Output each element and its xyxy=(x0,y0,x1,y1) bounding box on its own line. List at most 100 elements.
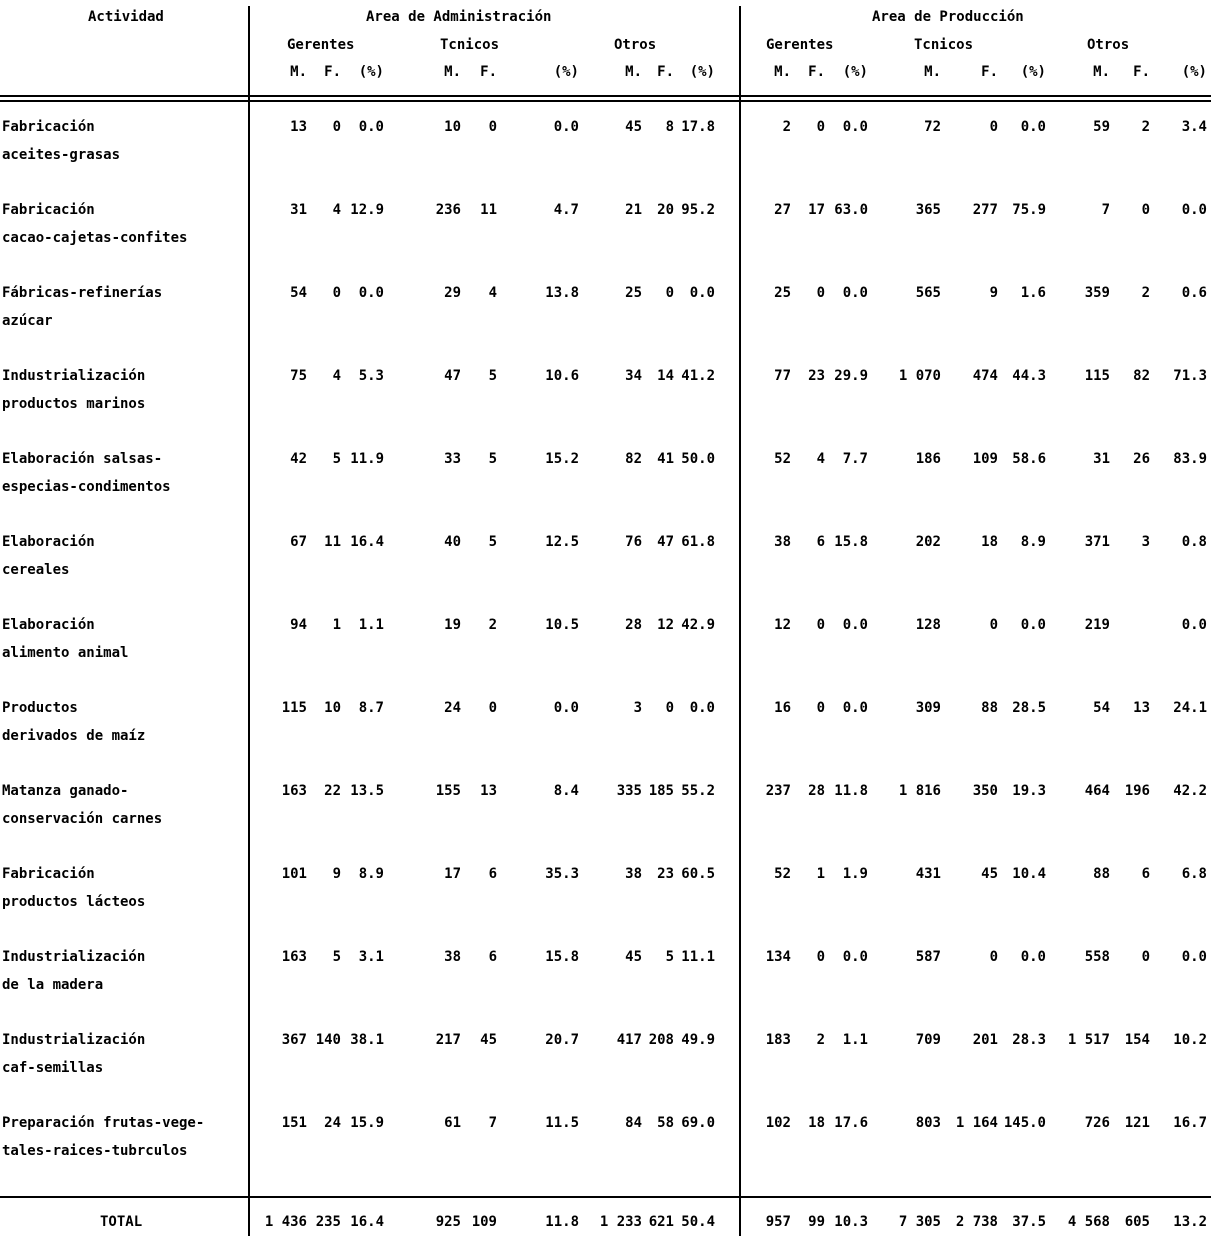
activity-name: Fabricación xyxy=(2,119,95,135)
activity-name: Preparación frutas-vege- xyxy=(2,1115,205,1131)
table-cell: 0.0 xyxy=(1181,202,1207,218)
table-row-continuation: caf-semillas xyxy=(0,1058,1211,1078)
table-row: Fábricas-refinerías 54 0 0.0 29 4 13.8 25 0 0.0 25… xyxy=(0,283,1211,303)
table-cell: 0.0 xyxy=(689,700,715,716)
table-cell: 13.5 xyxy=(350,783,384,799)
total-cell: 2 738 xyxy=(955,1214,998,1230)
table-cell: 38 xyxy=(625,866,642,882)
table-row-continuation: azúcar xyxy=(0,311,1211,331)
table-row-continuation: especias-condimentos xyxy=(0,477,1211,497)
table-cell: 0.0 xyxy=(358,285,384,301)
table-cell: 367 xyxy=(281,1032,307,1048)
activity-name: caf-semillas xyxy=(2,1059,104,1076)
table-cell: 185 xyxy=(648,783,674,799)
table-cell: 44.3 xyxy=(1012,368,1046,384)
table-cell: 23 xyxy=(657,866,674,882)
table-cell: 0.0 xyxy=(842,285,868,301)
activity-name: tales-raices-tubrculos xyxy=(2,1142,188,1159)
table-cell: 4 xyxy=(332,202,341,218)
table-cell: 23 xyxy=(808,368,825,384)
activity-name: Elaboración xyxy=(2,534,95,550)
activity-name: azúcar xyxy=(2,312,53,329)
subcolumn-header: F. xyxy=(324,64,341,80)
table-cell: 29.9 xyxy=(834,368,868,384)
table-cell: 17.8 xyxy=(681,119,715,135)
table-cell: 83.9 xyxy=(1173,451,1207,467)
table-cell: 365 xyxy=(915,202,941,218)
table-cell: 15.8 xyxy=(834,534,868,550)
table-cell: 115 xyxy=(281,700,307,716)
table-cell: 7 xyxy=(488,1115,497,1131)
table-cell: 16.4 xyxy=(350,534,384,550)
table-cell: 29 xyxy=(444,285,461,301)
table-cell: 52 xyxy=(774,866,791,882)
production-area-header: Area de Producción xyxy=(872,9,1024,25)
table-cell: 196 xyxy=(1124,783,1150,799)
table-cell: 0.0 xyxy=(553,119,579,135)
table-cell: 417 xyxy=(616,1032,642,1048)
table-cell: 0 xyxy=(989,617,998,633)
table-cell: 6 xyxy=(1141,866,1150,882)
table-cell: 5 xyxy=(332,949,341,965)
group-header: Gerentes xyxy=(287,37,355,53)
total-cell: 7 305 xyxy=(898,1214,941,1230)
table-cell: 49.9 xyxy=(681,1032,715,1048)
table-cell: 0 xyxy=(816,119,825,135)
table-cell: 709 xyxy=(915,1032,941,1048)
table-cell: 35.3 xyxy=(545,866,579,882)
total-cell: 37.5 xyxy=(1012,1214,1046,1230)
table-cell: 27 xyxy=(774,202,791,218)
subcolumn-header: (%) xyxy=(1181,64,1207,80)
table-cell: 24 xyxy=(444,700,461,716)
table-row: Productos 115 10 8.7 24 0 0.0 3 0 0.0 16 0 0.0 309 88 2… xyxy=(0,698,1211,718)
table-cell: 5 xyxy=(332,451,341,467)
activity-name: Fabricación xyxy=(2,202,95,218)
table-cell: 0.0 xyxy=(358,119,384,135)
activity-name: cacao-cajetas-confites xyxy=(2,229,188,246)
table-cell: 12 xyxy=(774,617,791,633)
table-cell: 15.9 xyxy=(350,1115,384,1131)
table-cell: 2 xyxy=(782,119,791,135)
table-cell: 474 xyxy=(972,368,998,384)
table-cell: 11.8 xyxy=(834,783,868,799)
table-cell: 0.0 xyxy=(689,285,715,301)
table-cell: 115 xyxy=(1084,368,1110,384)
table-cell: 0 xyxy=(989,119,998,135)
table-row: Elaboración 67 11 16.4 40 5 12.5 76 47 61.8 38 6 15.… xyxy=(0,532,1211,552)
table-cell: 5 xyxy=(488,368,497,384)
table-cell: 10.6 xyxy=(545,368,579,384)
subcolumn-header: M. xyxy=(290,64,307,80)
table-cell: 17 xyxy=(808,202,825,218)
table-cell: 9 xyxy=(989,285,998,301)
table-row: Preparación frutas-vege- 151 24 15.9 61 7 11.5… xyxy=(0,1113,1211,1133)
table-cell: 31 xyxy=(290,202,307,218)
activity-name: Fabricación xyxy=(2,866,95,882)
group-header: Otros xyxy=(1087,37,1130,53)
table-cell: 13 xyxy=(290,119,307,135)
table-cell: 1.1 xyxy=(358,617,384,633)
table-cell: 12.9 xyxy=(350,202,384,218)
subcolumn-header: M. xyxy=(924,64,941,80)
table-cell: 82 xyxy=(1133,368,1150,384)
table-cell: 88 xyxy=(1093,866,1110,882)
table-cell: 21 xyxy=(625,202,642,218)
table-cell: 33 xyxy=(444,451,461,467)
table-row-continuation: conservación carnes xyxy=(0,809,1211,829)
table-row-continuation: tales-raices-tubrculos xyxy=(0,1141,1211,1161)
table-cell: 11.9 xyxy=(350,451,384,467)
table-cell: 38.1 xyxy=(350,1032,384,1048)
table-cell: 10.5 xyxy=(545,617,579,633)
activity-name: productos marinos xyxy=(2,395,146,412)
table-cell: 128 xyxy=(915,617,941,633)
table-cell: 183 xyxy=(765,1032,791,1048)
table-cell: 0.0 xyxy=(1020,949,1046,965)
header-line-3: M. F. (%) M. F. (%) M. F. (%) M. F. (%) M. F. (%) M. F. (… xyxy=(0,62,1211,82)
activity-name: Elaboración salsas- xyxy=(2,451,163,467)
table-cell: 72 xyxy=(924,119,941,135)
table-cell: 25 xyxy=(625,285,642,301)
table-row: Industrialización 163 5 3.1 38 6 15.8 45 5 11.1 13… xyxy=(0,947,1211,967)
table-cell: 277 xyxy=(972,202,998,218)
total-cell: 16.4 xyxy=(350,1214,384,1230)
table-cell: 6 xyxy=(488,949,497,965)
table-row-continuation: derivados de maíz xyxy=(0,726,1211,746)
